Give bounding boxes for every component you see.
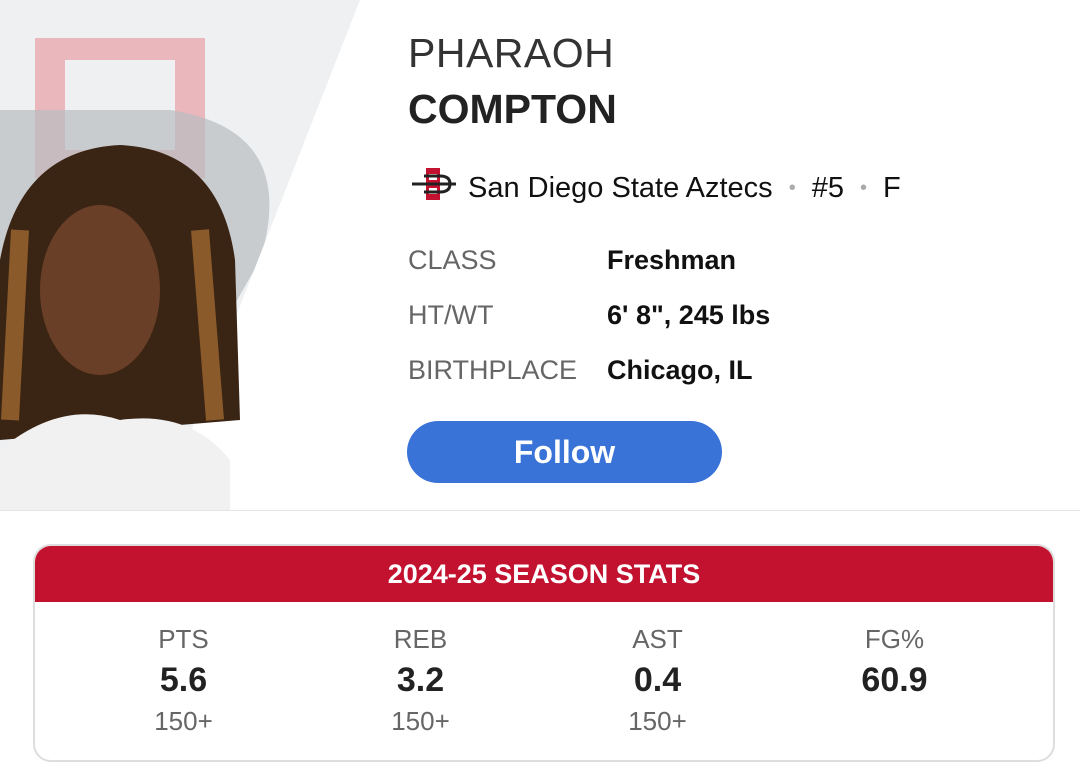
detail-ht-wt: HT/WT 6' 8", 245 lbs — [408, 300, 770, 331]
detail-value: 6' 8", 245 lbs — [607, 300, 771, 330]
stat-reb: REB 3.2 150+ — [302, 602, 539, 737]
stat-label: FG% — [864, 624, 925, 654]
detail-label: BIRTHPLACE — [408, 355, 578, 385]
stat-label: PTS — [158, 624, 209, 654]
stat-fg-pct: FG% 60.9 — [776, 602, 1013, 737]
stat-rank: 150+ — [391, 706, 450, 736]
detail-birthplace: BIRTHPLACE Chicago, IL — [408, 355, 753, 386]
season-stats-card: 2024-25 SEASON STATS PTS 5.6 150+ REB 3.… — [33, 544, 1055, 762]
separator: • — [788, 176, 796, 199]
detail-label: CLASS — [408, 245, 497, 275]
stat-value: 0.4 — [633, 661, 682, 699]
stat-ast: AST 0.4 150+ — [539, 602, 776, 737]
stat-label: AST — [632, 624, 683, 654]
detail-label: HT/WT — [408, 300, 494, 330]
detail-value: Chicago, IL — [607, 355, 753, 385]
stat-value: 3.2 — [396, 661, 445, 699]
team-logo-icon[interactable] — [410, 166, 458, 210]
follow-button[interactable]: Follow — [407, 421, 722, 483]
separator: • — [859, 176, 867, 199]
stat-rank: 150+ — [154, 706, 213, 736]
stat-label: REB — [393, 624, 448, 654]
divider — [0, 510, 1080, 511]
season-stats-title: 2024-25 SEASON STATS — [35, 546, 1053, 602]
stat-rank: 150+ — [628, 706, 687, 736]
stat-pts: PTS 5.6 150+ — [65, 602, 302, 737]
player-last-name: COMPTON — [408, 86, 617, 132]
player-headshot — [0, 0, 400, 510]
stat-value: 5.6 — [159, 661, 208, 699]
detail-class: CLASS Freshman — [408, 245, 736, 276]
jersey-number: #5 — [811, 171, 844, 204]
player-first-name: PHARAOH — [408, 30, 615, 76]
team-line: San Diego State Aztecs • #5 • F — [410, 168, 901, 208]
team-name-link[interactable]: San Diego State Aztecs — [468, 171, 773, 204]
detail-value: Freshman — [607, 245, 737, 275]
stat-value: 60.9 — [861, 661, 928, 699]
player-position: F — [882, 171, 901, 204]
